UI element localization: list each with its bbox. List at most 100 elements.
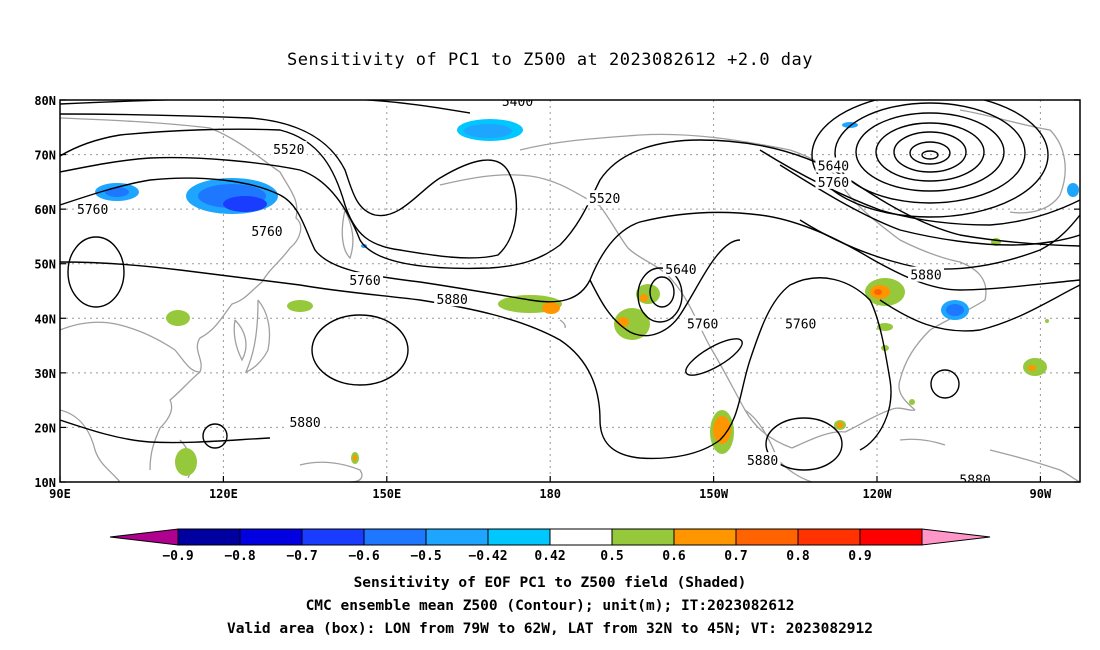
contour-label: 5760: [251, 225, 282, 240]
contour-5400-east: [759, 149, 1080, 226]
lon-tick-label: 150W: [699, 487, 729, 501]
contour-label-bg: [499, 100, 536, 109]
contour-5640-east: [799, 214, 1080, 270]
blob-negative-core: [105, 187, 129, 197]
contour-5760-west: [60, 177, 1080, 303]
colorbar-label: −0.5: [410, 549, 441, 564]
contour-label-bg: [744, 452, 781, 468]
coastline-indochina: [60, 409, 121, 482]
contour-low-ring-2: [834, 102, 1026, 204]
caption-shading: Sensitivity of EOF PC1 to Z500 field (Sh…: [353, 575, 747, 591]
contour-low-ring-5: [893, 131, 967, 173]
contour-label-bg: [287, 413, 324, 429]
coastline-hawaii: [559, 319, 566, 329]
contour-low-ring-1: [811, 100, 1049, 218]
contour-5520-east: [779, 164, 1080, 246]
blob-positive-core: [353, 455, 357, 461]
contour-low-ring-7: [921, 150, 939, 160]
lon-tick-label: 180: [539, 487, 561, 501]
blob-positive-core: [874, 289, 882, 295]
colorbar-swatch: [735, 528, 799, 546]
contour-label: 5880: [747, 454, 778, 469]
contour-5880-east: [879, 284, 1080, 332]
contour-label-bg: [270, 141, 307, 157]
contour-label-bg: [957, 471, 994, 482]
contour-label: 5760: [687, 318, 718, 333]
blob-positive: [877, 323, 893, 331]
lat-tick-label: 10N: [34, 476, 56, 490]
sensitivity-shading: [95, 119, 1079, 476]
contour-label: 5640: [665, 263, 696, 278]
contour-5400: [60, 100, 471, 114]
colorbar-label: −0.8: [224, 549, 255, 564]
z500-contours: [60, 100, 1080, 471]
coastline-indonesia: [299, 461, 363, 482]
contour-label-bg: [1093, 218, 1100, 233]
colorbar-label: −0.6: [348, 549, 379, 564]
blob-negative: [1067, 183, 1079, 197]
axis-ticks: [59, 99, 1080, 483]
coastline-mexico: [744, 409, 813, 482]
lon-tick-label: 150E: [372, 487, 401, 501]
coastline-asia-north: [60, 117, 302, 471]
colorbar-swatch: [859, 528, 923, 546]
blob-positive: [1045, 319, 1049, 323]
caption-contour: CMC ensemble mean Z500 (Contour); unit(m…: [305, 598, 795, 614]
contour-label-bg: [434, 291, 471, 307]
lon-tick-label: 90E: [49, 487, 71, 501]
lat-tick-label: 30N: [34, 367, 56, 381]
contour-label: 5400: [502, 95, 533, 110]
contour-label-bg: [815, 173, 852, 189]
lat-tick-label: 50N: [34, 258, 56, 272]
contour-closed-high: [311, 314, 409, 386]
colorbar-swatch: [549, 528, 613, 546]
lat-tick-label: 70N: [34, 149, 56, 163]
coastlines: [60, 109, 1080, 482]
contour-label-bg: [586, 190, 623, 206]
blob-positive: [909, 399, 915, 405]
blob-negative: [842, 122, 858, 128]
contour-label: 5760: [818, 176, 849, 191]
colorbar-swatch: [425, 528, 489, 546]
colorbar: [109, 528, 991, 546]
contour-label-bg: [1093, 201, 1100, 216]
contour-label-bg: [782, 315, 819, 331]
blob-positive: [287, 300, 313, 312]
contour-5880-band: [60, 261, 892, 460]
contour-5880-south: [60, 419, 271, 444]
colorbar-label: 0.8: [786, 549, 810, 564]
blob-negative-core: [464, 124, 512, 138]
colorbar-label: 0.6: [662, 549, 686, 564]
blob-positive-core: [640, 294, 648, 302]
contour-label-bg: [662, 261, 699, 277]
contour-low-ring-6: [909, 141, 951, 165]
contour-5640-west: [60, 139, 1080, 270]
blob-positive-core: [617, 317, 629, 327]
colorbar-labels: −0.9 −0.8 −0.7 −0.6 −0.5 −0.42 0.42 0.5 0.6 0.7 0.…: [162, 549, 871, 564]
contour-label: 5880: [289, 416, 320, 431]
contour-closed-small-high: [930, 369, 960, 399]
blob-positive-core: [837, 422, 843, 428]
colorbar-swatch: [239, 528, 303, 546]
contour-label: 5760: [785, 318, 816, 333]
colorbar-label: −0.42: [468, 549, 507, 564]
coastline-north-america-east: [844, 189, 987, 411]
contour-closed-high-small: [67, 236, 125, 308]
lat-tick-label: 80N: [34, 94, 56, 108]
colorbar-swatch: [611, 528, 675, 546]
contour-label: 5760: [77, 203, 108, 218]
contour-label-bg: [248, 222, 285, 238]
contour-label: 5400: [1096, 203, 1100, 218]
contour-label: 5880: [910, 269, 941, 284]
coastline-gulf: [791, 407, 916, 449]
blob-positive-core: [713, 416, 731, 444]
colorbar-label: 0.9: [848, 549, 871, 564]
map-frame: [59, 99, 1081, 483]
contour-labels: 5400 5520 5520 5760 5760 5760 5880 5880 5640 5760…: [74, 95, 1100, 482]
colorbar-swatch: [177, 528, 241, 546]
contour-label-bg: [1093, 436, 1100, 451]
colorbar-label: −0.7: [286, 549, 317, 564]
lon-tick-label: 120W: [863, 487, 893, 501]
contour-label: 5880: [437, 293, 468, 308]
